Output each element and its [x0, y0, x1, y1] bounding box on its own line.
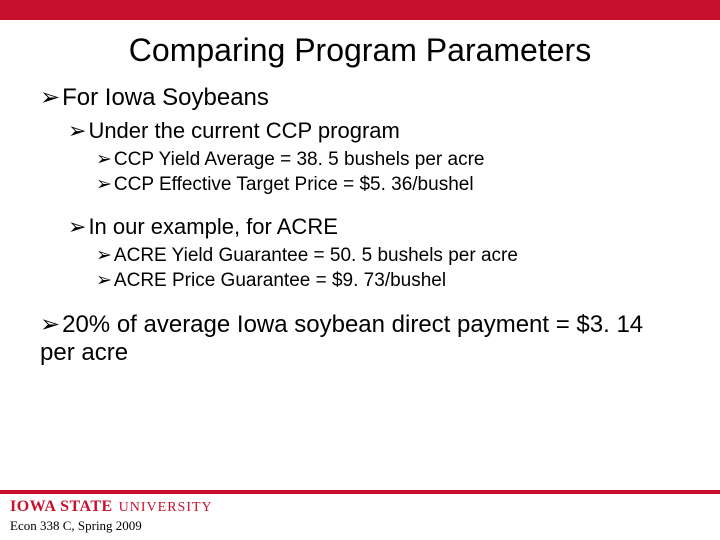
bullet-text: ACRE Yield Guarantee = 50. 5 bushels per…	[114, 245, 518, 266]
university-logo: IOWA STATE UNIVERSITY	[10, 498, 710, 516]
chevron-icon: ➢	[96, 148, 112, 171]
bullet-text: ACRE Price Guarantee = $9. 73/bushel	[114, 270, 446, 291]
logo-iowa-state: IOWA STATE	[10, 498, 113, 516]
chevron-icon: ➢	[96, 173, 112, 196]
chevron-icon: ➢	[40, 310, 60, 339]
bullet-text: CCP Yield Average = 38. 5 bushels per ac…	[114, 149, 485, 170]
bullet-text: In our example, for ACRE	[88, 214, 337, 239]
bullet-text: 20% of average Iowa soybean direct payme…	[40, 311, 643, 366]
bullet-level2: ➢Under the current CCP program	[68, 118, 680, 144]
bullet-level3: ➢ACRE Yield Guarantee = 50. 5 bushels pe…	[96, 244, 680, 267]
bullet-text: CCP Effective Target Price = $5. 36/bush…	[114, 174, 474, 195]
bullet-level1: ➢20% of average Iowa soybean direct paym…	[40, 310, 680, 367]
bullet-level2: ➢In our example, for ACRE	[68, 214, 680, 240]
course-label: Econ 338 C, Spring 2009	[10, 518, 710, 534]
bullet-level3: ➢CCP Yield Average = 38. 5 bushels per a…	[96, 148, 680, 171]
slide-content: Comparing Program Parameters ➢For Iowa S…	[0, 20, 720, 367]
chevron-icon: ➢	[68, 118, 86, 144]
chevron-icon: ➢	[68, 214, 86, 240]
footer-content: IOWA STATE UNIVERSITY Econ 338 C, Spring…	[0, 494, 720, 540]
bullet-level3: ➢ACRE Price Guarantee = $9. 73/bushel	[96, 269, 680, 292]
bullet-level3: ➢CCP Effective Target Price = $5. 36/bus…	[96, 173, 680, 196]
bullet-text: Under the current CCP program	[88, 118, 399, 143]
chevron-icon: ➢	[96, 269, 112, 292]
chevron-icon: ➢	[96, 244, 112, 267]
slide-title: Comparing Program Parameters	[40, 32, 680, 69]
bullet-level1: ➢For Iowa Soybeans	[40, 83, 680, 112]
bullet-text: For Iowa Soybeans	[62, 84, 269, 111]
top-red-bar	[0, 0, 720, 20]
logo-university: UNIVERSITY	[119, 500, 213, 516]
slide-footer: IOWA STATE UNIVERSITY Econ 338 C, Spring…	[0, 490, 720, 540]
chevron-icon: ➢	[40, 83, 60, 112]
